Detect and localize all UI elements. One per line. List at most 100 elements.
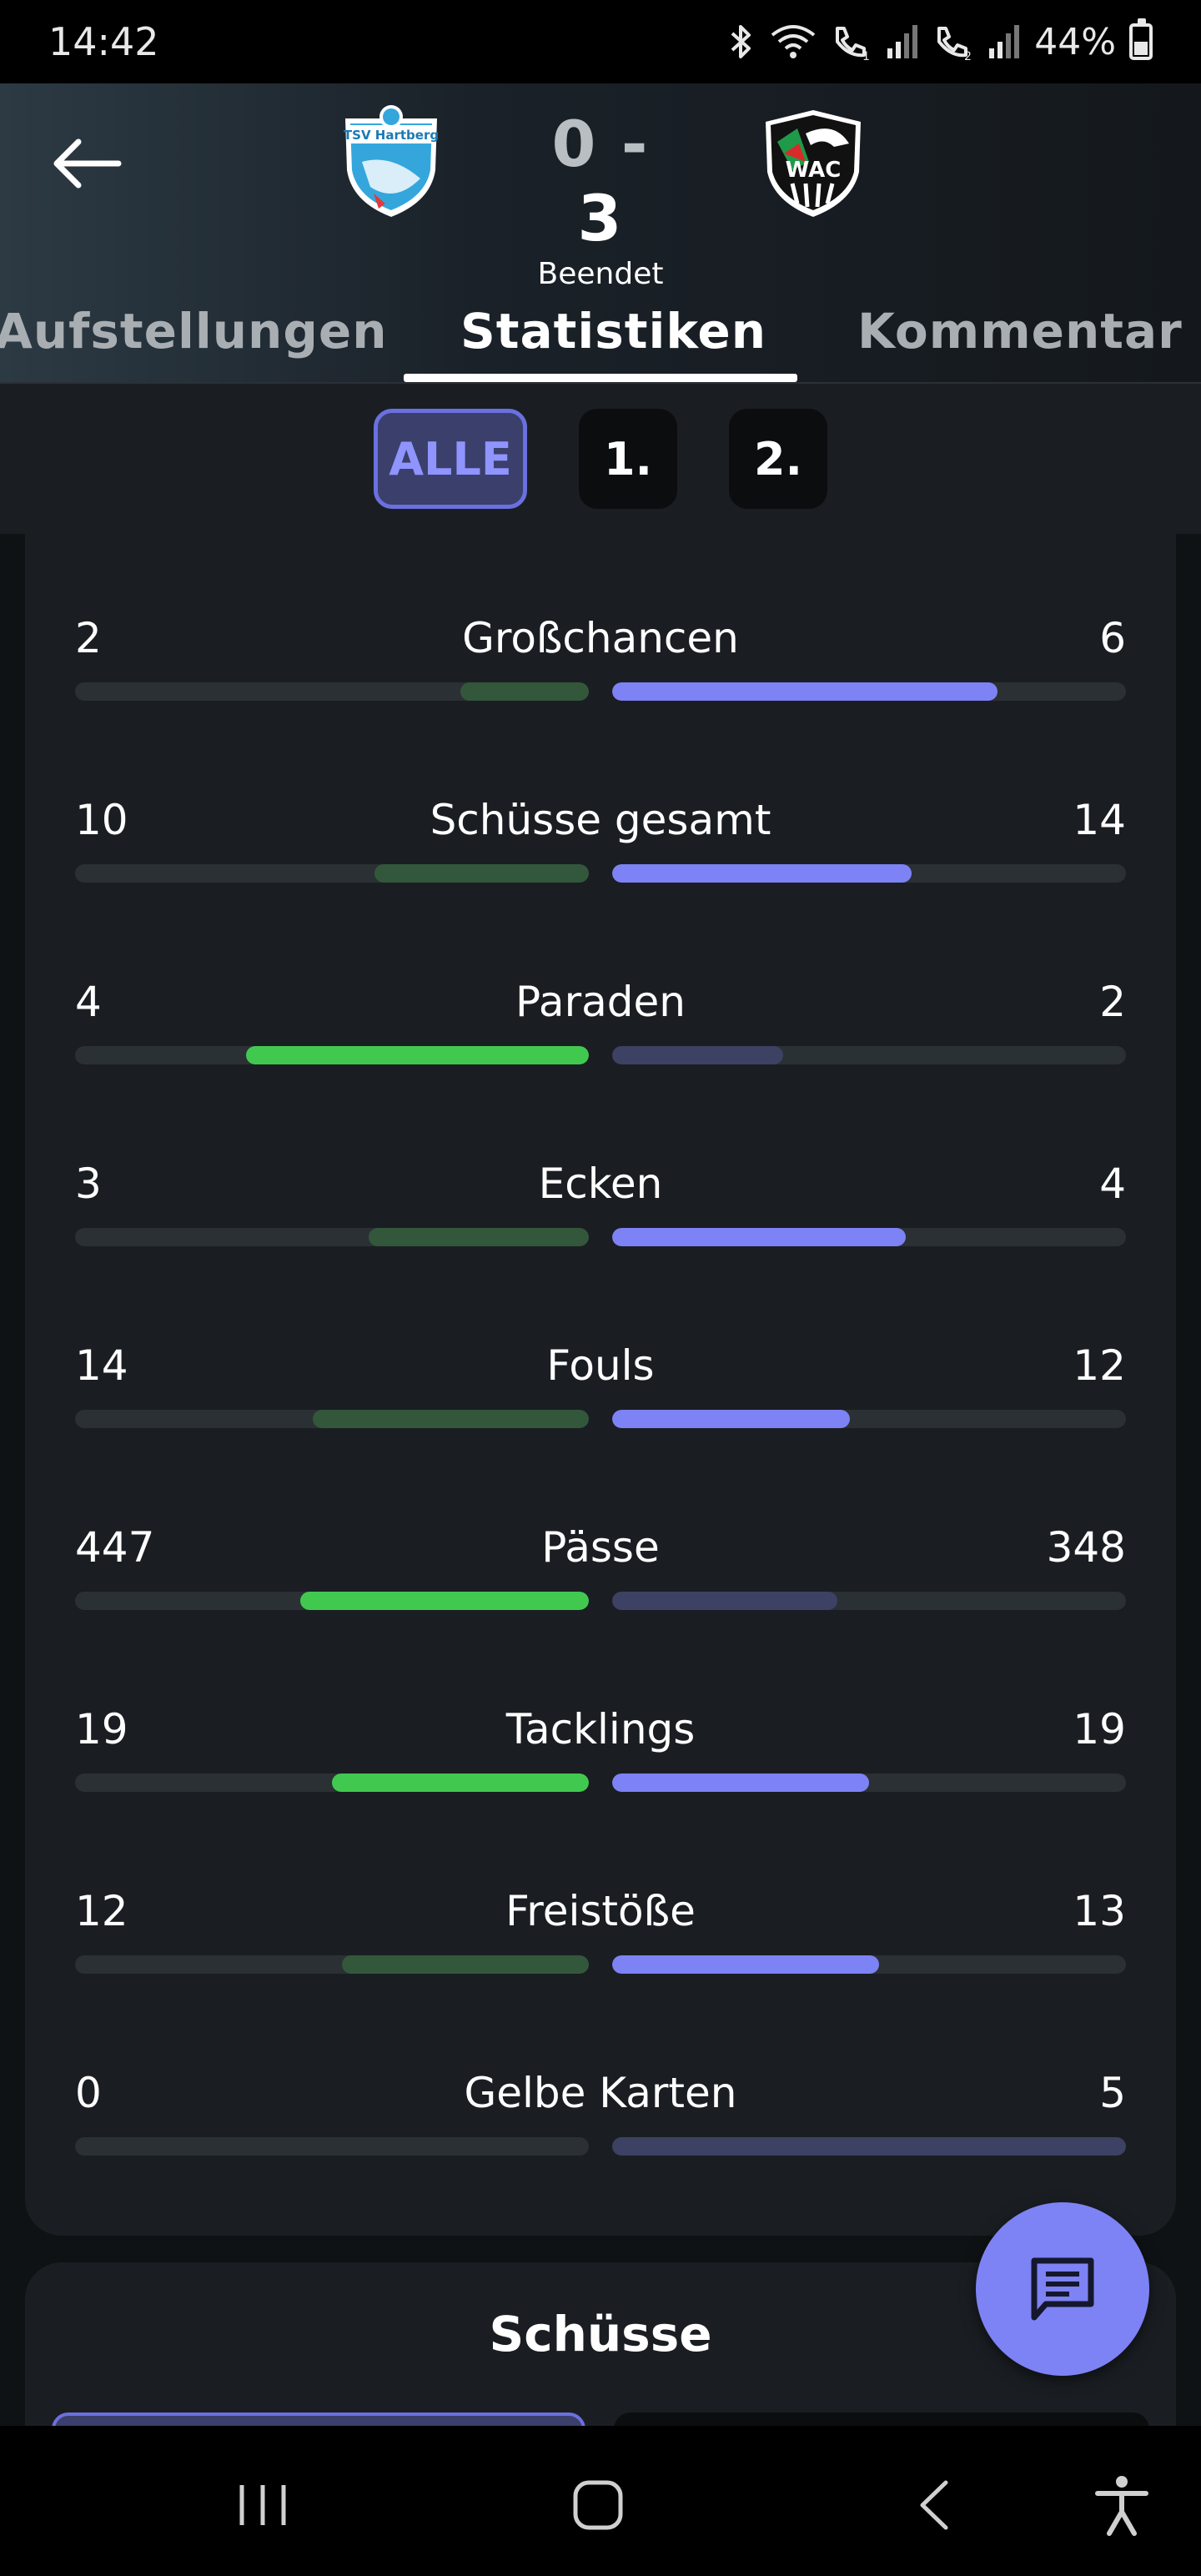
stat-away-bar-track bbox=[612, 1046, 1126, 1064]
signal-icon bbox=[989, 25, 1020, 58]
stat-away-bar bbox=[612, 2137, 1126, 2156]
stat-away-value: 14 bbox=[1073, 796, 1126, 844]
active-tab-indicator bbox=[404, 374, 797, 382]
stat-away-bar bbox=[612, 682, 997, 701]
accessibility-button[interactable] bbox=[1084, 2468, 1159, 2543]
stat-label: Pässe bbox=[541, 1523, 660, 1572]
signal-icon bbox=[887, 25, 918, 58]
stat-away-value: 5 bbox=[1099, 2069, 1126, 2117]
stat-home-value: 10 bbox=[75, 796, 128, 844]
stat-away-bar-track bbox=[612, 2137, 1126, 2156]
stat-home-bar-track bbox=[75, 864, 589, 883]
stat-home-value: 0 bbox=[75, 2069, 102, 2117]
stat-away-bar bbox=[612, 1228, 906, 1246]
stat-home-bar bbox=[342, 1955, 589, 1974]
home-button[interactable] bbox=[560, 2468, 636, 2543]
stat-away-bar bbox=[612, 1046, 784, 1064]
stat-home-value: 3 bbox=[75, 1160, 102, 1208]
stat-home-bar-track bbox=[75, 1774, 589, 1792]
stat-label: Großchancen bbox=[462, 614, 739, 662]
stat-home-bar-track bbox=[75, 2137, 589, 2156]
stat-away-bar-track bbox=[612, 864, 1126, 883]
tab-aufstellungen[interactable]: Aufstellungen bbox=[0, 303, 388, 360]
tab-kommentar[interactable]: Kommentar bbox=[857, 303, 1183, 360]
stat-label: Ecken bbox=[538, 1160, 663, 1208]
period-first-half-button[interactable]: 1. bbox=[579, 409, 677, 509]
tab-statistiken[interactable]: Statistiken bbox=[460, 303, 767, 360]
stat-row: Fouls 14 12 bbox=[75, 1336, 1126, 1518]
tab-divider bbox=[0, 382, 1201, 384]
stat-home-value: 19 bbox=[75, 1705, 128, 1753]
stat-home-bar-track bbox=[75, 1410, 589, 1428]
stat-away-value: 348 bbox=[1046, 1523, 1126, 1572]
svg-text:1: 1 bbox=[862, 50, 870, 60]
stat-away-bar bbox=[612, 864, 912, 883]
system-back-button[interactable] bbox=[897, 2468, 972, 2543]
stat-row: Pässe 447 348 bbox=[75, 1518, 1126, 1700]
stat-away-value: 2 bbox=[1099, 978, 1126, 1026]
back-icon bbox=[920, 2480, 948, 2530]
stat-label: Tacklings bbox=[505, 1705, 696, 1753]
wifi-call-icon: 1 bbox=[836, 27, 870, 60]
stat-label: Paraden bbox=[515, 978, 686, 1026]
stat-away-bar bbox=[612, 1592, 837, 1610]
stat-away-bar bbox=[612, 1410, 850, 1428]
stat-away-bar-track bbox=[612, 1774, 1126, 1792]
status-time: 14:42 bbox=[48, 19, 159, 64]
stat-away-bar-track bbox=[612, 682, 1126, 701]
stat-home-bar-track bbox=[75, 1592, 589, 1610]
match-status: Beendet bbox=[537, 257, 664, 291]
away-team-logo[interactable]: WAC bbox=[759, 103, 867, 220]
stat-away-bar bbox=[612, 1774, 869, 1792]
stat-away-bar-track bbox=[612, 1955, 1126, 1974]
home-icon bbox=[573, 2480, 623, 2530]
home-team-logo-text: TSV Hartberg bbox=[344, 128, 439, 143]
stat-away-value: 4 bbox=[1099, 1160, 1126, 1208]
back-button[interactable] bbox=[48, 125, 125, 202]
wifi-call-icon: 2 bbox=[937, 27, 972, 60]
score-block: 0 - 3 Beendet bbox=[517, 107, 684, 291]
stat-row: Schüsse gesamt 10 14 bbox=[75, 791, 1126, 973]
stat-away-bar-track bbox=[612, 1410, 1126, 1428]
chat-icon bbox=[1031, 2257, 1094, 2321]
stat-row: Gelbe Karten 0 5 bbox=[75, 2064, 1126, 2246]
stat-home-bar-track bbox=[75, 1046, 589, 1064]
battery-percent: 44% bbox=[1034, 20, 1116, 63]
stat-home-bar bbox=[460, 682, 589, 701]
chat-button[interactable] bbox=[976, 2202, 1149, 2376]
stat-home-value: 14 bbox=[75, 1341, 128, 1390]
stat-label: Schüsse gesamt bbox=[430, 796, 771, 844]
stat-home-bar bbox=[332, 1774, 589, 1792]
stat-label: Freistöße bbox=[505, 1887, 696, 1935]
stat-label: Fouls bbox=[546, 1341, 655, 1390]
stat-row: Ecken 3 4 bbox=[75, 1155, 1126, 1336]
period-all-button[interactable]: ALLE bbox=[374, 409, 527, 509]
system-navigation-bar bbox=[0, 2426, 1201, 2576]
stat-away-value: 12 bbox=[1073, 1341, 1126, 1390]
shots-title: Schüsse bbox=[489, 2306, 712, 2362]
stat-home-value: 12 bbox=[75, 1887, 128, 1935]
stat-home-bar bbox=[246, 1046, 589, 1064]
stat-away-value: 19 bbox=[1073, 1705, 1126, 1753]
period-filter: ALLE 1. 2. bbox=[0, 384, 1201, 534]
score-home: 0 bbox=[551, 107, 598, 181]
home-team-logo[interactable]: TSV Hartberg bbox=[337, 103, 445, 220]
period-second-half-button[interactable]: 2. bbox=[729, 409, 827, 509]
recent-apps-button[interactable] bbox=[225, 2468, 300, 2543]
wifi-icon bbox=[771, 25, 816, 58]
stat-home-value: 447 bbox=[75, 1523, 155, 1572]
tab-bar: Aufstellungen Statistiken Kommentar bbox=[0, 279, 1201, 384]
stat-home-bar bbox=[374, 864, 589, 883]
stat-home-value: 4 bbox=[75, 978, 102, 1026]
stat-away-bar-track bbox=[612, 1592, 1126, 1610]
stat-row: Großchancen 2 6 bbox=[75, 609, 1126, 791]
stat-away-value: 13 bbox=[1073, 1887, 1126, 1935]
stat-row: Paraden 4 2 bbox=[75, 973, 1126, 1155]
battery-icon bbox=[1129, 18, 1153, 60]
stat-away-bar-track bbox=[612, 1228, 1126, 1246]
match-header: TSV Hartberg 0 - 3 Beendet WAC Aufstellu… bbox=[0, 83, 1201, 384]
stat-away-value: 6 bbox=[1099, 614, 1126, 662]
bluetooth-icon bbox=[731, 25, 751, 58]
stat-home-bar-track bbox=[75, 1955, 589, 1974]
svg-text:2: 2 bbox=[964, 50, 972, 60]
